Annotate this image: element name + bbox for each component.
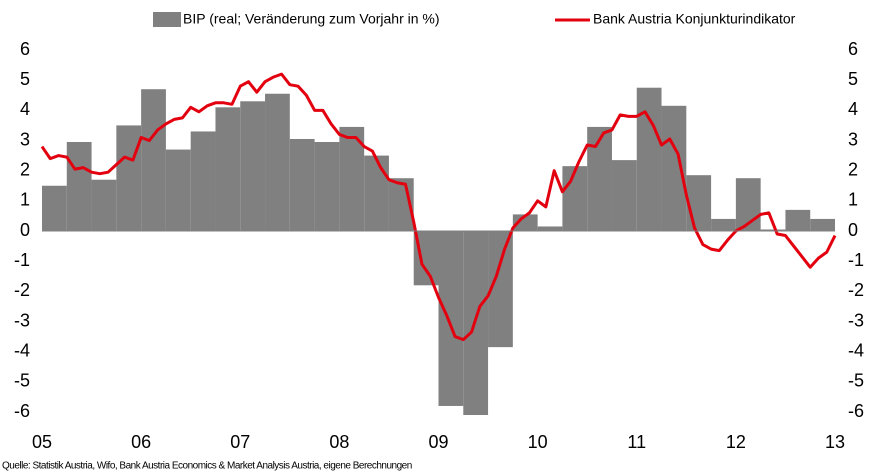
x-tick-label: 12 [726, 432, 746, 452]
y-tick-label: 4 [20, 99, 30, 119]
y2-tick-label: -5 [848, 371, 864, 391]
y2-tick-label: -3 [848, 310, 864, 330]
x-tick-label: 09 [428, 432, 448, 452]
x-tick-label: 07 [230, 432, 250, 452]
x-tick-label: 06 [131, 432, 151, 452]
legend-swatch [153, 12, 181, 27]
bar [512, 214, 538, 231]
line [40, 72, 837, 342]
bar [42, 185, 67, 231]
bar [66, 142, 92, 231]
y2-tick-label: 6 [848, 39, 858, 59]
y2-tick-label: 1 [848, 190, 858, 210]
bar [364, 155, 389, 231]
x-tick-label: 10 [528, 432, 548, 452]
y2-tick-label: 2 [848, 159, 858, 179]
y-tick-label: -4 [14, 340, 30, 360]
bar [240, 101, 266, 232]
x-tick-label: 05 [32, 432, 52, 452]
y2-tick-label: -2 [848, 280, 864, 300]
bar [116, 125, 142, 231]
bar [537, 226, 563, 231]
bar [611, 160, 637, 231]
y2-tick-label: -6 [848, 401, 864, 421]
y2-tick-label: 5 [848, 69, 858, 89]
x-tick-label: 11 [627, 432, 646, 452]
bar [711, 218, 736, 231]
bar [91, 179, 117, 231]
bar [190, 131, 216, 231]
y2-tick-label: 4 [848, 99, 858, 119]
bar [438, 231, 464, 406]
x-tick-label: 08 [329, 432, 349, 452]
x-tick-label: 13 [825, 432, 845, 452]
y2-tick-label: -4 [848, 340, 864, 360]
legend-label: Bank Austria Konjunkturindikator [593, 11, 796, 27]
y-tick-label: -6 [14, 401, 30, 421]
y-tick-label: 5 [20, 69, 30, 89]
y-tick-label: -5 [14, 371, 30, 391]
y2-tick-label: -1 [848, 250, 864, 270]
legend-label: BIP (real; Veränderung zum Vorjahr in %) [183, 11, 440, 27]
y2-tick-label: 3 [848, 129, 858, 149]
bar [314, 142, 340, 231]
y-tick-label: -3 [14, 310, 30, 330]
y-tick-label: 0 [20, 220, 30, 240]
y-tick-label: 1 [20, 190, 30, 210]
y-tick-label: 2 [20, 159, 30, 179]
y2-tick-label: 0 [848, 220, 858, 240]
bar [636, 87, 662, 231]
bar [141, 89, 166, 231]
bar [661, 105, 687, 231]
y-tick-label: -2 [14, 280, 30, 300]
bar [760, 229, 786, 231]
bar [686, 175, 712, 231]
bar [265, 93, 290, 231]
bar [215, 107, 241, 231]
bar [165, 149, 191, 231]
bar [562, 166, 588, 231]
bar [785, 209, 811, 231]
y-tick-label: -1 [14, 250, 30, 270]
y-tick-label: 3 [20, 129, 30, 149]
bar [810, 218, 835, 231]
y-tick-label: 6 [20, 39, 30, 59]
bar [339, 126, 365, 231]
source-note: Quelle: Statistik Austria, Wifo, Bank Au… [2, 461, 412, 472]
bar [289, 138, 315, 231]
